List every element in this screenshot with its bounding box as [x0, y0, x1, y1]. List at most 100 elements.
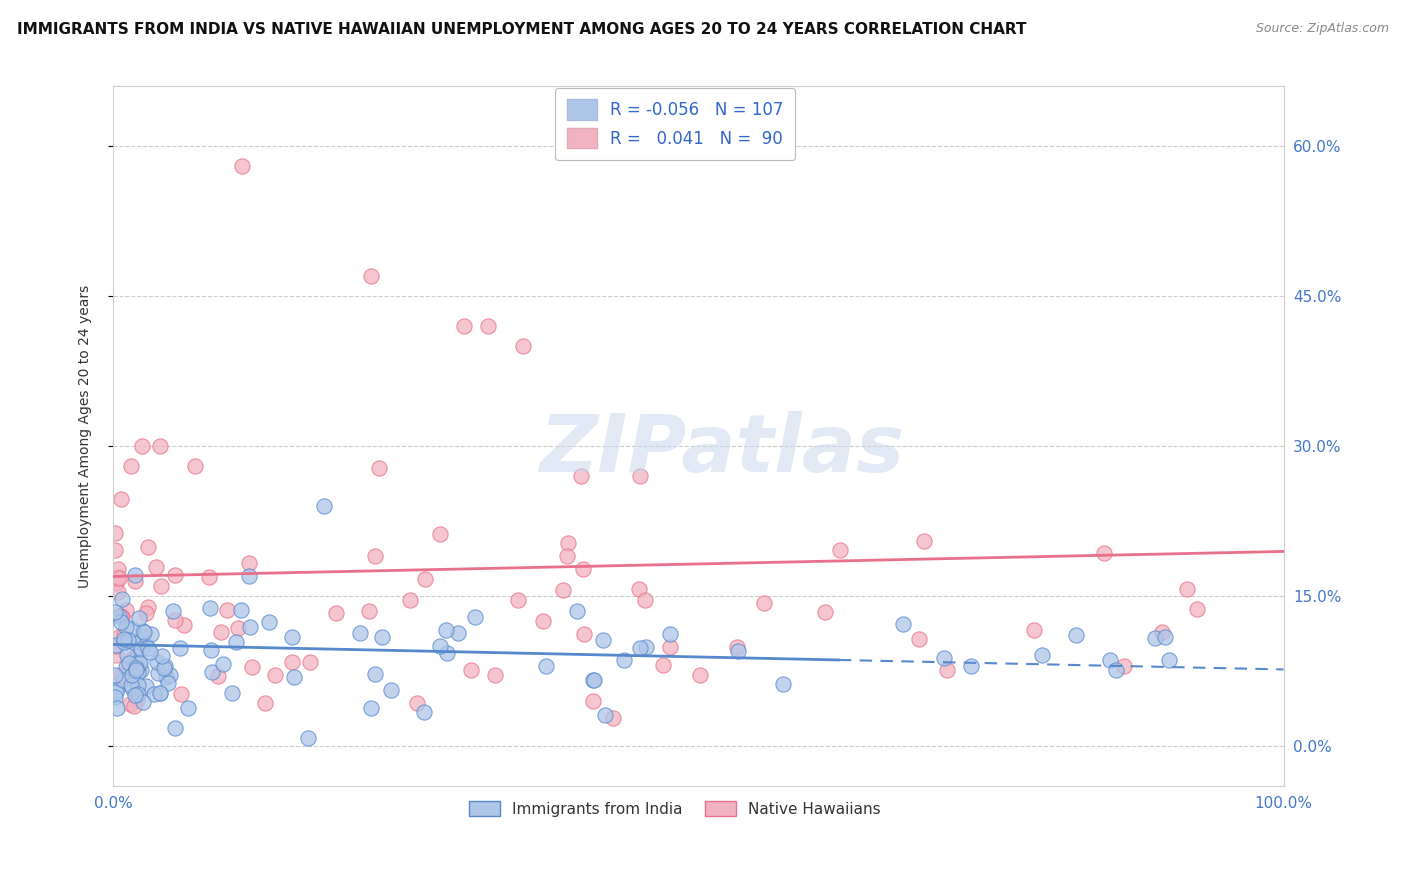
- Point: [658, 627, 681, 641]
- Point: [557, 536, 579, 550]
- Point: [136, 600, 159, 615]
- Point: [567, 604, 589, 618]
- Point: [772, 676, 794, 690]
- Point: [163, 567, 186, 582]
- Point: [139, 645, 162, 659]
- Point: [209, 624, 232, 639]
- Point: [131, 629, 153, 643]
- Point: [169, 641, 191, 656]
- Point: [118, 697, 141, 711]
- Point: [124, 574, 146, 589]
- Point: [134, 638, 156, 652]
- Point: [149, 686, 172, 700]
- Point: [105, 701, 128, 715]
- Point: [1105, 663, 1128, 677]
- Point: [104, 668, 127, 682]
- Text: ZIPatlas: ZIPatlas: [540, 411, 904, 490]
- Point: [104, 690, 127, 705]
- Point: [572, 562, 595, 576]
- Point: [429, 639, 451, 653]
- Point: [553, 582, 575, 597]
- Point: [110, 608, 132, 623]
- Point: [238, 556, 260, 570]
- Point: [121, 654, 143, 668]
- Point: [104, 605, 127, 619]
- Point: [1153, 631, 1175, 645]
- Point: [752, 596, 775, 610]
- Point: [155, 669, 177, 683]
- Point: [105, 682, 128, 697]
- Point: [149, 686, 172, 700]
- Point: [110, 668, 132, 682]
- Point: [198, 570, 221, 584]
- Point: [477, 319, 499, 334]
- Point: [814, 605, 837, 619]
- Point: [131, 664, 153, 678]
- Point: [135, 606, 157, 620]
- Point: [569, 469, 592, 483]
- Point: [127, 677, 149, 691]
- Point: [104, 639, 127, 653]
- Point: [138, 540, 160, 554]
- Point: [135, 679, 157, 693]
- Point: [434, 623, 457, 637]
- Point: [238, 568, 260, 582]
- Point: [162, 603, 184, 617]
- Point: [127, 665, 149, 680]
- Point: [115, 648, 138, 663]
- Point: [231, 160, 253, 174]
- Point: [259, 615, 281, 629]
- Point: [176, 701, 198, 715]
- Point: [634, 640, 657, 655]
- Point: [110, 610, 132, 624]
- Point: [108, 608, 131, 623]
- Point: [211, 657, 233, 672]
- Point: [200, 665, 222, 679]
- Point: [357, 604, 380, 618]
- Point: [298, 656, 321, 670]
- Point: [436, 646, 458, 660]
- Point: [240, 660, 263, 674]
- Point: [280, 630, 302, 644]
- Point: [115, 660, 138, 674]
- Point: [122, 699, 145, 714]
- Point: [150, 649, 173, 664]
- Point: [128, 655, 150, 669]
- Point: [104, 543, 127, 558]
- Point: [1031, 648, 1053, 662]
- Point: [129, 642, 152, 657]
- Point: [830, 542, 852, 557]
- Point: [173, 617, 195, 632]
- Point: [121, 668, 143, 682]
- Point: [263, 667, 285, 681]
- Point: [128, 656, 150, 670]
- Point: [207, 669, 229, 683]
- Point: [198, 600, 221, 615]
- Point: [104, 525, 127, 540]
- Point: [125, 648, 148, 662]
- Point: [628, 641, 651, 656]
- Point: [574, 627, 596, 641]
- Point: [104, 638, 127, 652]
- Point: [127, 687, 149, 701]
- Point: [121, 622, 143, 636]
- Point: [446, 625, 468, 640]
- Point: [121, 635, 143, 649]
- Point: [1024, 623, 1046, 637]
- Point: [360, 269, 382, 284]
- Text: Source: ZipAtlas.com: Source: ZipAtlas.com: [1256, 22, 1389, 36]
- Point: [136, 640, 159, 655]
- Point: [935, 663, 957, 677]
- Point: [593, 707, 616, 722]
- Point: [132, 624, 155, 639]
- Point: [115, 603, 138, 617]
- Point: [283, 670, 305, 684]
- Point: [111, 592, 134, 607]
- Point: [628, 469, 651, 483]
- Point: [360, 700, 382, 714]
- Point: [128, 611, 150, 625]
- Point: [148, 666, 170, 681]
- Point: [628, 582, 651, 596]
- Point: [239, 620, 262, 634]
- Point: [149, 439, 172, 453]
